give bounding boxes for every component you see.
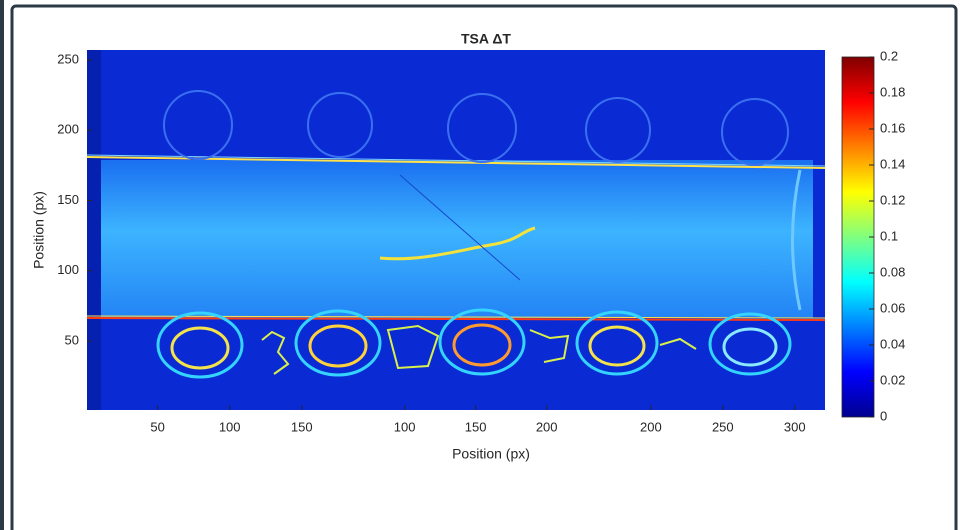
x-tick-label: 100	[394, 419, 416, 434]
colorbar-tick-label: 0.16	[880, 120, 905, 135]
colorbar-tick-label: 0.04	[880, 336, 905, 351]
x-tick-label: 250	[712, 419, 734, 434]
colorbar-tick-label: 0.02	[880, 372, 905, 387]
colorbar	[841, 56, 875, 418]
x-axis-label: Position (px)	[452, 446, 530, 462]
colorbar-tick-label: 0.12	[880, 192, 905, 207]
colorbar-tick-label: 0.1	[880, 228, 898, 243]
y-tick-label: 150	[57, 192, 79, 207]
x-tick-label: 200	[536, 419, 558, 434]
window-edge	[0, 0, 4, 530]
colorbar-tick-label: 0.18	[880, 84, 905, 99]
colorbar-tick-label: 0	[880, 408, 887, 423]
colorbar-tick-label: 0.08	[880, 264, 905, 279]
chart-title: TSA ΔT	[461, 31, 511, 47]
x-tick-label: 300	[784, 419, 806, 434]
y-tick-label: 100	[57, 262, 79, 277]
colorbar-tick-label: 0.14	[880, 156, 905, 171]
x-tick-label: 150	[465, 419, 487, 434]
y-axis-label: Position (px)	[31, 191, 47, 269]
colorbar-tick-label: 0.2	[880, 48, 898, 63]
x-tick-label: 100	[219, 419, 241, 434]
x-tick-label: 200	[640, 419, 662, 434]
y-tick-label: 50	[65, 333, 79, 348]
colorbar-tick-label: 0.06	[880, 300, 905, 315]
heatmap-image	[86, 50, 826, 410]
x-tick-label: 150	[291, 419, 313, 434]
x-tick-label: 50	[150, 419, 164, 434]
y-tick-label: 200	[57, 122, 79, 137]
y-tick-label: 250	[57, 51, 79, 66]
